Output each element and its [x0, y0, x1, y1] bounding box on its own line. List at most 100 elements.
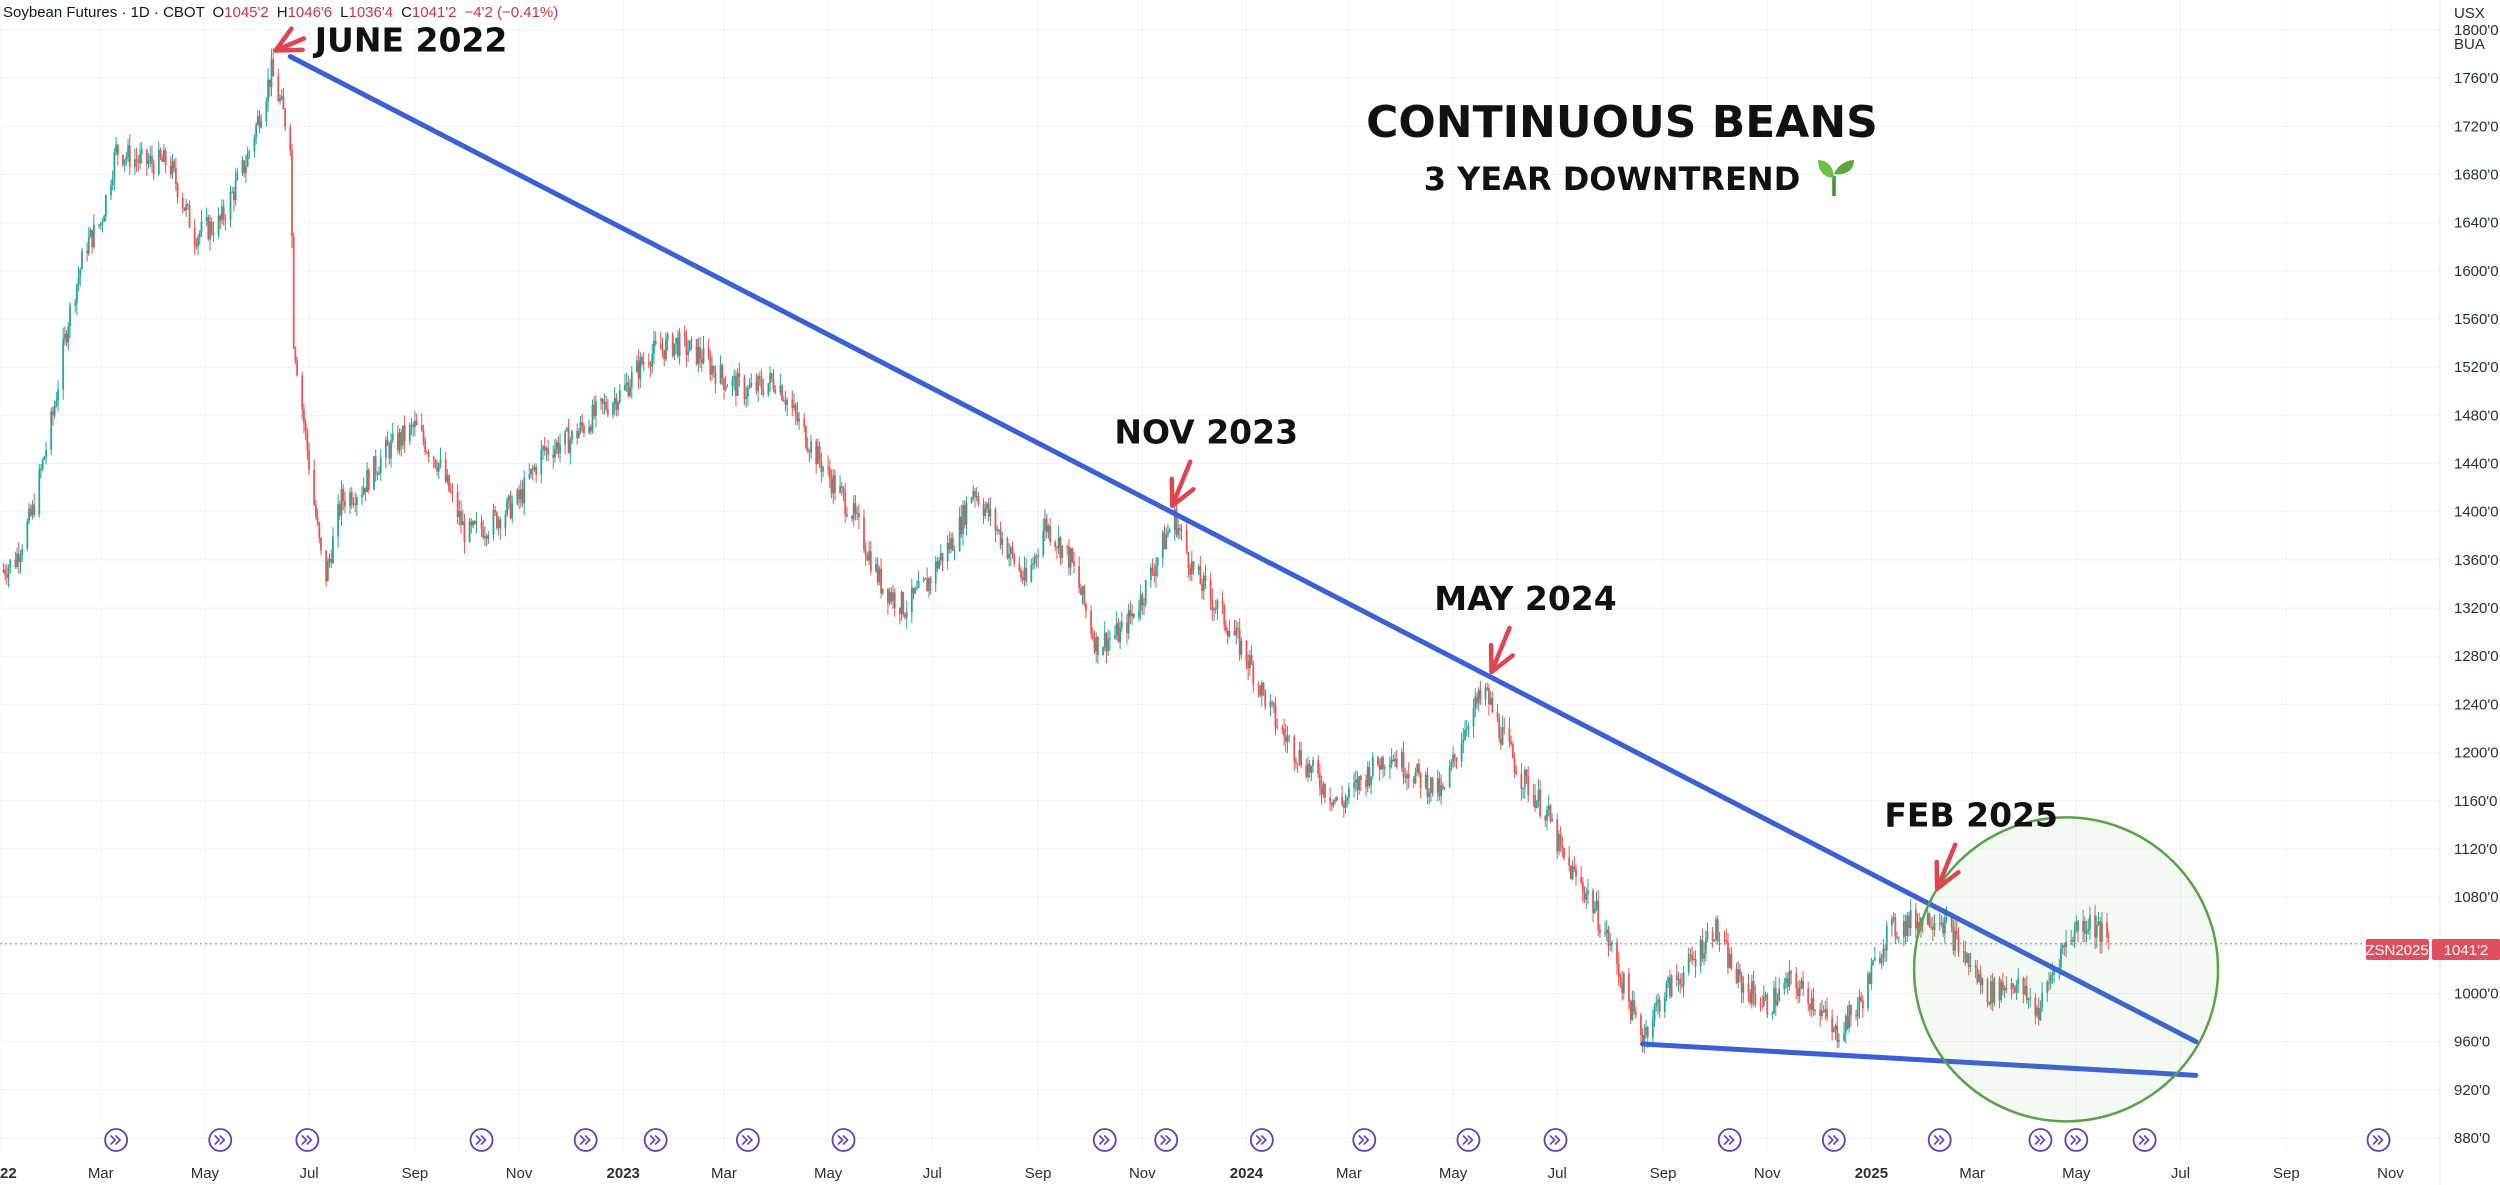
- event-marker-icon[interactable]: [1717, 1128, 1742, 1152]
- annotation: NOV 2023: [1114, 413, 1298, 508]
- candle: [1450, 759, 1453, 772]
- candle: [1873, 946, 1876, 962]
- candle: [576, 423, 579, 445]
- candle: [760, 369, 763, 396]
- candle: [815, 438, 818, 474]
- event-marker-icon[interactable]: [735, 1128, 760, 1152]
- candle: [77, 266, 80, 292]
- candle: [332, 527, 334, 565]
- candle: [460, 500, 462, 534]
- event-marker-icon[interactable]: [1249, 1128, 1274, 1152]
- candle: [185, 198, 188, 217]
- candle: [1928, 912, 1931, 928]
- candle: [1153, 563, 1156, 583]
- candle: [40, 464, 42, 479]
- candle: [1498, 713, 1501, 743]
- candle: [161, 153, 164, 162]
- candle: [535, 463, 538, 483]
- time-axis[interactable]: 2022 Mar May Jul Sep Nov 2023 Mar May Jul Sep Nov 20…: [0, 1165, 2404, 1182]
- candle: [635, 355, 638, 373]
- candle: [1204, 564, 1207, 589]
- trendlines[interactable]: [287, 53, 2199, 1078]
- candle: [152, 159, 155, 180]
- candle: [721, 363, 724, 386]
- candle: [796, 401, 799, 426]
- price-axis[interactable]: USX BUA 880'0920'0960'01000'01040'01080'…: [2454, 5, 2499, 1147]
- trendline-1[interactable]: [1640, 1041, 2199, 1078]
- event-markers[interactable]: [104, 1128, 2391, 1152]
- candle: [1192, 561, 1195, 575]
- time-tick-label: Nov: [1754, 1165, 1781, 1182]
- candle: [912, 587, 915, 600]
- candle: [1260, 680, 1263, 707]
- event-marker-icon[interactable]: [1456, 1128, 1481, 1152]
- event-marker-icon[interactable]: [1092, 1128, 1117, 1152]
- event-marker-icon[interactable]: [2064, 1128, 2089, 1152]
- candle: [1368, 761, 1371, 789]
- candle: [886, 588, 889, 615]
- event-marker-icon[interactable]: [2132, 1128, 2157, 1152]
- event-marker-icon[interactable]: [831, 1128, 856, 1152]
- event-marker-icon[interactable]: [573, 1128, 598, 1152]
- candle: [176, 181, 179, 204]
- candle: [1581, 877, 1584, 903]
- candle: [2070, 929, 2073, 945]
- candle: [786, 397, 789, 417]
- candle: [1653, 1003, 1656, 1027]
- candle: [1633, 991, 1635, 1015]
- event-marker-icon[interactable]: [104, 1128, 129, 1152]
- candle: [1085, 602, 1087, 619]
- candle: [207, 214, 210, 241]
- candle: [567, 418, 570, 454]
- event-marker-icon[interactable]: [1154, 1128, 1179, 1152]
- event-marker-icon[interactable]: [208, 1128, 233, 1152]
- event-marker-icon[interactable]: [1543, 1128, 1568, 1152]
- candle: [340, 480, 343, 526]
- candle: [17, 542, 20, 574]
- price-tag[interactable]: ZSN2025 1041'2: [2365, 939, 2500, 960]
- candle: [1679, 973, 1682, 994]
- event-marker-icon[interactable]: [1352, 1128, 1377, 1152]
- candle: [125, 152, 128, 167]
- candle: [384, 435, 387, 469]
- annotation: JUNE 2022: [273, 20, 507, 59]
- trendline-0[interactable]: [287, 53, 2199, 1045]
- candle: [1023, 556, 1026, 587]
- candle: [2094, 904, 2096, 950]
- candle: [320, 536, 322, 556]
- candle: [197, 234, 199, 256]
- candle: [782, 396, 785, 402]
- candle: [456, 484, 459, 525]
- candle: [1645, 1019, 1647, 1040]
- candle: [2015, 980, 2018, 1000]
- candle: [1199, 555, 1202, 585]
- candle: [86, 242, 88, 262]
- event-marker-icon[interactable]: [469, 1128, 494, 1152]
- candle: [1810, 989, 1813, 1018]
- candle: [437, 462, 440, 479]
- candle: [950, 532, 952, 554]
- candle: [625, 372, 628, 393]
- candle: [420, 413, 423, 432]
- candle: [816, 438, 819, 465]
- price-tag-symbol: ZSN2025: [2365, 942, 2428, 959]
- candle: [1663, 992, 1666, 1018]
- event-marker-icon[interactable]: [2028, 1128, 2053, 1152]
- candle: [1657, 993, 1659, 1015]
- event-marker-icon[interactable]: [2366, 1128, 2391, 1152]
- candle: [543, 436, 546, 456]
- candle: [301, 371, 304, 420]
- candle: [1453, 753, 1456, 768]
- highlight-circle[interactable]: [1912, 816, 2220, 1123]
- candle: [291, 143, 293, 249]
- annotation-arrowhead: [1934, 859, 1961, 891]
- event-marker-icon[interactable]: [643, 1128, 668, 1152]
- event-marker-icon[interactable]: [1821, 1128, 1846, 1152]
- candle: [45, 441, 48, 465]
- annotations: JUNE 2022 NOV 2023 MAY 2024 FEB 2025: [273, 20, 2058, 891]
- event-marker-icon[interactable]: [1927, 1128, 1952, 1152]
- event-marker-icon[interactable]: [295, 1128, 320, 1152]
- time-tick-label: Sep: [2273, 1165, 2300, 1182]
- candle: [1908, 912, 1910, 937]
